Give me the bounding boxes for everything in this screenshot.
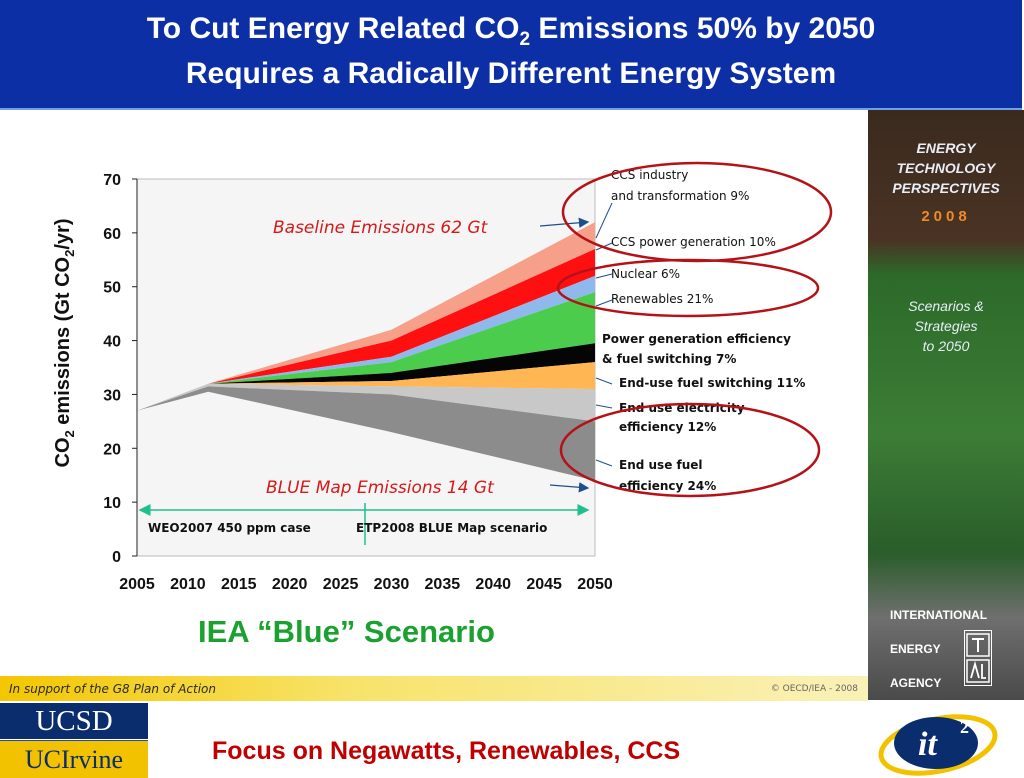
etp-line3: PERSPECTIVES [892,180,1000,196]
y-tick-label: 70 [103,172,121,189]
x-tick-label: 2005 [119,576,155,593]
y-tick-label: 60 [103,226,121,243]
slide-title-line2: Requires a Radically Different Energy Sy… [185,57,837,90]
x-tick-label: 2045 [526,576,562,593]
g8-text: In support of the G8 Plan of Action [9,682,216,696]
iea-name: INTERNATIONAL ENERGY AGENCY [890,608,988,690]
annotation-ccs-power: CCS power generation 10% [611,235,776,249]
x-tick-label: 2015 [221,576,257,593]
bottom-title: Focus on Negawatts, Renewables, CCS [212,737,681,765]
svg-text:it: it [918,726,938,763]
x-tick-label: 2050 [577,576,613,593]
band-3 [137,292,595,411]
band-4 [137,343,595,411]
x-tick-label: 2040 [475,576,511,593]
baseline-emissions-label: Baseline Emissions 62 Gt [273,218,489,238]
oecd-copyright: © OECD/IEA - 2008 [770,684,858,694]
slide-header: To Cut Energy Related CO2 Emissions 50% … [0,0,1022,110]
etp-cover-panel: ENERGY TECHNOLOGY PERSPECTIVES 2008 Scen… [868,110,1024,700]
y-tick-label: 0 [112,549,121,566]
emission-bands [137,222,595,481]
etp-line1: ENERGY [916,140,976,156]
etp-subtitle: Scenarios & Strategies to 2050 [908,298,984,354]
y-axis-label: CO2 emissions (Gt CO2/yr) [52,219,77,468]
y-tick-label: 30 [103,387,121,404]
etp-year: 2008 [921,208,971,225]
g8-banner: In support of the G8 Plan of Action © OE… [0,676,868,701]
annotation-renewables: Renewables 21% [611,292,713,306]
x-tick-label: 2020 [272,576,308,593]
x-tick-label: 2030 [374,576,410,593]
annotation-end-use-fuel-switching: End-use fuel switching 11% [619,376,805,390]
etp2008-segment-label: ETP2008 BLUE Map scenario [356,521,547,535]
annotation-nuclear: Nuclear 6% [611,267,680,281]
baseline-arrow [539,217,590,228]
y-tick-label: 10 [103,495,121,512]
blue-map-emissions-label: BLUE Map Emissions 14 Gt [266,478,495,498]
y-tick-label: 50 [103,280,121,297]
iea-logo-icon [964,630,992,686]
blue-map-arrow [549,482,590,493]
x-tick-label: 2025 [323,576,359,593]
x-tick-label: 2035 [425,576,461,593]
weo2007-segment-label: WEO2007 450 ppm case [148,521,311,535]
band-5 [137,362,595,411]
efficiency-highlight-circle [559,402,821,498]
svg-text:2: 2 [960,717,969,737]
highlight-circles [556,161,833,498]
it2-logo: it 2 [878,714,998,776]
band-annotations: CCS industry and transformation 9% CCS po… [602,168,805,493]
etp-line2: TECHNOLOGY [896,160,996,176]
annotation-end-use-fuel: End use fuel efficiency 24% [619,458,716,493]
y-tick-label: 20 [103,441,121,458]
slide-title-line1: To Cut Energy Related CO2 Emissions 50% … [146,12,876,50]
band-7 [137,386,595,481]
band-6 [137,383,595,422]
x-tick-label: 2010 [170,576,206,593]
scenario-label: IEA “Blue” Scenario [198,614,495,649]
annotation-power-efficiency: Power generation efficiency & fuel switch… [602,332,791,366]
annotation-ccs-industry: CCS industry and transformation 9% [611,168,749,203]
ucsd-logo: UCSD [0,703,148,739]
renewables-highlight-circle [556,258,820,318]
ucirvine-logo: UCIrvine [0,740,148,778]
y-tick-label: 40 [103,334,121,351]
